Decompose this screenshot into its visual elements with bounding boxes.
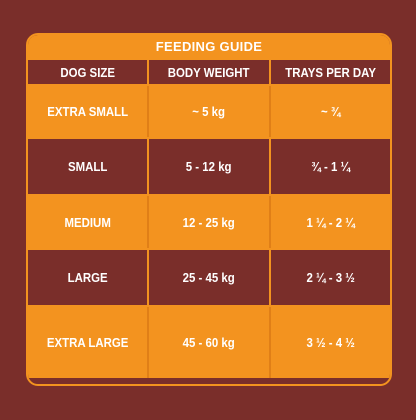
- table-row: LARGE 25 - 45 kg 2 ¼ - 3 ½: [28, 248, 390, 305]
- trays-per-day-cell: 3 ½ - 4 ½: [306, 335, 355, 350]
- column-header-body-weight: BODY WEIGHT: [168, 64, 250, 80]
- dog-size-cell: EXTRA LARGE: [46, 335, 129, 350]
- table-row: MEDIUM 12 - 25 kg 1 ¼ - 2 ¼: [28, 194, 390, 248]
- table-title: FEEDING GUIDE: [28, 35, 390, 58]
- body-weight-cell: 25 - 45 kg: [182, 270, 236, 285]
- table-row: SMALL 5 - 12 kg ¾ - 1 ¼: [28, 137, 390, 194]
- feeding-guide-table: FEEDING GUIDE DOG SIZE BODY WEIGHT TRAYS…: [26, 33, 392, 386]
- column-header-dog-size: DOG SIZE: [60, 64, 115, 80]
- body-weight-cell: ~ 5 kg: [192, 104, 226, 119]
- dog-size-cell: EXTRA SMALL: [47, 104, 129, 119]
- body-weight-cell: 45 - 60 kg: [182, 335, 236, 350]
- body-weight-cell: 5 - 12 kg: [186, 159, 232, 174]
- table-header-row: DOG SIZE BODY WEIGHT TRAYS PER DAY: [28, 58, 390, 84]
- table-row: EXTRA LARGE 45 - 60 kg 3 ½ - 4 ½: [28, 305, 390, 378]
- trays-per-day-cell: 1 ¼ - 2 ¼: [306, 214, 355, 230]
- table-row: EXTRA SMALL ~ 5 kg ~ ¾: [28, 84, 390, 137]
- dog-size-cell: MEDIUM: [64, 214, 111, 230]
- trays-per-day-cell: ¾ - 1 ¼: [310, 159, 350, 174]
- dog-size-cell: LARGE: [67, 270, 108, 285]
- dog-size-cell: SMALL: [67, 159, 108, 174]
- body-weight-cell: 12 - 25 kg: [182, 214, 236, 230]
- column-header-trays-per-day: TRAYS PER DAY: [284, 64, 376, 80]
- trays-per-day-cell: 2 ¼ - 3 ½: [306, 270, 355, 285]
- trays-per-day-cell: ~ ¾: [320, 104, 341, 119]
